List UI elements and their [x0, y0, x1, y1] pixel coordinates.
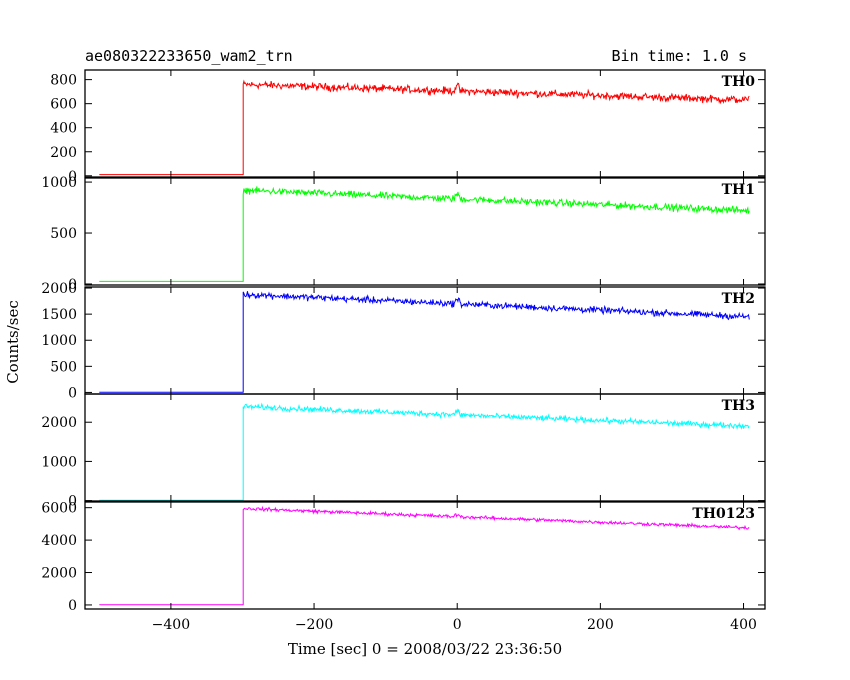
x-tick-label: 0: [453, 617, 462, 633]
panel-frame: [84, 69, 766, 178]
y-axis-label: Counts/sec: [4, 300, 22, 384]
x-tick-label: 200: [587, 617, 614, 633]
y-tick-label: 1000: [41, 454, 77, 470]
series-th2: [99, 291, 750, 393]
panel-th1: 0 500 1000 TH1: [41, 175, 766, 293]
y-tick-label: 1500: [41, 307, 77, 323]
panel-label: TH3: [722, 398, 755, 414]
y-tick-label: 0: [68, 598, 77, 614]
panel-th3: 0 1000 2000 TH3: [41, 393, 766, 510]
panel-frame: [84, 286, 766, 395]
y-tick-label: 0: [68, 494, 77, 510]
y-tick-label: 600: [50, 97, 77, 113]
y-tick-label: 200: [50, 145, 77, 161]
y-tick-label: 2000: [41, 566, 77, 582]
y-tick-label: 4000: [41, 533, 77, 549]
y-tick-label: 6000: [41, 501, 77, 517]
panel-frame: [84, 501, 766, 610]
y-tick-label: 0: [68, 277, 77, 293]
panels-group: 0 200 400 600 800 TH0 0 500 1000 TH1 0 500 1000 1500 2…: [41, 69, 766, 614]
y-tick-label: 1000: [41, 175, 77, 191]
x-tick-label: 400: [730, 617, 757, 633]
panel-label: TH0: [722, 74, 756, 90]
panel-label: TH0123: [692, 506, 755, 522]
panel-label: TH2: [722, 291, 755, 307]
y-tick-label: 400: [50, 121, 77, 137]
panel-th2: 0 500 1000 1500 2000 TH2: [41, 281, 766, 401]
x-axis: −400 −200 0 200 400: [152, 617, 757, 633]
panel-frame: [84, 393, 766, 502]
y-tick-label: 0: [68, 385, 77, 401]
y-tick-label: 2000: [41, 415, 77, 431]
panel-th0: 0 200 400 600 800 TH0: [50, 69, 766, 185]
series-th3: [99, 402, 750, 501]
chart-title: ae080322233650_wam2_trn: [85, 47, 293, 65]
x-tick-label: −200: [295, 617, 333, 633]
series-th1: [99, 186, 750, 282]
series-th0: [99, 79, 750, 176]
x-axis-label: Time [sec] 0 = 2008/03/22 23:36:50: [288, 640, 562, 658]
y-tick-label: 1000: [41, 333, 77, 349]
y-tick-label: 500: [50, 226, 77, 242]
series-th0123: [99, 505, 750, 606]
y-tick-label: 0: [68, 169, 77, 185]
panel-frame: [84, 177, 766, 286]
y-tick-label: 500: [50, 359, 77, 375]
panel-th0123: 0 2000 4000 6000 TH0123: [41, 501, 766, 614]
bin-time-label: Bin time: 1.0 s: [612, 47, 747, 65]
panel-label: TH1: [722, 182, 755, 198]
y-tick-label: 2000: [41, 281, 77, 297]
y-tick-label: 800: [50, 73, 77, 89]
x-tick-label: −400: [152, 617, 190, 633]
